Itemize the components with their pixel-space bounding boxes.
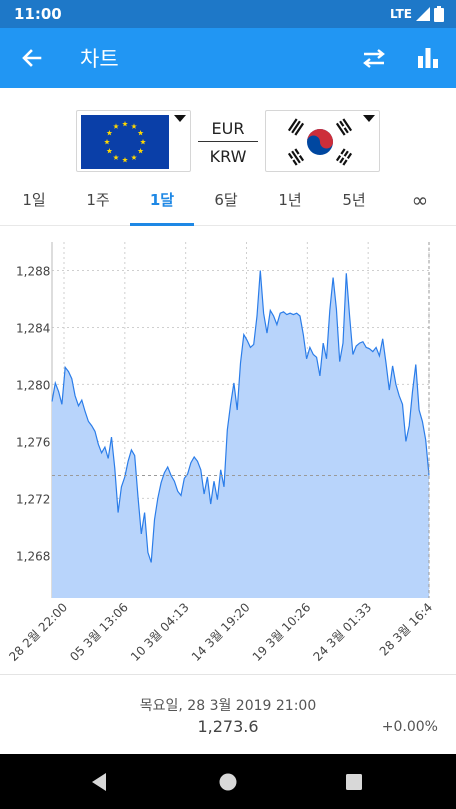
eu-star <box>106 130 113 136</box>
quote-currency-selector[interactable] <box>265 110 380 172</box>
y-tick-label: 1,288 <box>16 264 50 278</box>
eu-star <box>137 148 144 154</box>
currency-selector: EUR KRW <box>0 88 456 184</box>
x-tick-label: 14 3월 19:20 <box>189 600 253 664</box>
base-currency-code: EUR <box>211 119 245 138</box>
x-tick-label: 10 3월 04:13 <box>128 600 192 664</box>
x-tick-label: 28 2월 22:00 <box>6 600 70 664</box>
y-tick-label: 1,268 <box>16 549 50 563</box>
rate-change: +0.00% <box>381 719 438 735</box>
nav-back-icon[interactable] <box>88 770 112 794</box>
kr-flag-icon <box>280 115 360 169</box>
status-time: 11:00 <box>14 5 62 23</box>
active-tab-indicator <box>130 223 194 226</box>
status-icons: LTE <box>390 6 444 22</box>
eu-star <box>122 121 128 127</box>
x-tick-label: 19 3월 10:26 <box>250 600 314 664</box>
tab-5-years[interactable]: 5년 <box>342 191 366 209</box>
quote-currency-code: KRW <box>209 147 247 166</box>
tab-1-month[interactable]: 1달 <box>149 191 175 209</box>
bar-chart-icon[interactable] <box>412 42 444 74</box>
x-tick-label: 05 3월 13:06 <box>67 600 131 664</box>
tab-6-months[interactable]: 6달 <box>214 191 238 209</box>
eu-flag-icon <box>81 115 169 169</box>
chevron-down-icon <box>363 115 375 122</box>
page-title: 차트 <box>80 47 119 71</box>
chevron-down-icon <box>174 115 186 122</box>
y-tick-label: 1,284 <box>16 321 50 335</box>
eu-star <box>131 123 137 129</box>
system-nav-bar <box>0 754 456 809</box>
period-tabs: 1일 1주 1달 6달 1년 5년 ∞ <box>0 184 456 226</box>
rate-chart-svg: 1,268 1,272 1,276 1,280 1,284 1,288 28 2월 22:0… <box>6 242 435 664</box>
tab-1-week[interactable]: 1주 <box>86 191 110 209</box>
series-area <box>52 270 429 598</box>
swap-icon[interactable] <box>358 42 390 74</box>
nav-recents-icon[interactable] <box>342 770 366 794</box>
pair-divider <box>198 141 258 142</box>
battery-icon <box>434 6 444 22</box>
eu-star <box>131 154 137 161</box>
eu-star <box>137 130 144 136</box>
y-tick-label: 1,272 <box>16 492 50 506</box>
tab-all-time[interactable]: ∞ <box>411 188 429 212</box>
eu-star <box>122 157 128 163</box>
eu-star <box>113 154 119 161</box>
x-tick-label: 28 3월 16:4 <box>377 600 435 658</box>
base-currency-selector[interactable] <box>76 110 191 172</box>
y-tick-label: 1,276 <box>16 435 50 449</box>
x-tick-label: 24 3월 01:33 <box>311 600 375 664</box>
eu-star <box>140 139 146 145</box>
status-bar: 11:00 LTE <box>0 0 456 28</box>
selected-point-info: 목요일, 28 3월 2019 21:00 1,273.6 +0.00% <box>0 674 456 754</box>
tab-1-day[interactable]: 1일 <box>22 191 46 209</box>
app-bar: 차트 <box>0 28 456 88</box>
currency-pair: EUR KRW <box>198 119 258 166</box>
signal-icon <box>416 7 430 21</box>
tab-1-year[interactable]: 1년 <box>278 191 302 209</box>
back-arrow-icon[interactable] <box>16 42 48 74</box>
selected-date: 목요일, 28 3월 2019 21:00 <box>139 698 317 714</box>
series-line <box>51 270 430 563</box>
rate-chart[interactable]: 1,268 1,272 1,276 1,280 1,284 1,288 28 2월 22:0… <box>0 226 456 674</box>
selected-rate: 1,273.6 <box>197 717 259 736</box>
eu-star <box>104 139 110 145</box>
nav-home-icon[interactable] <box>216 770 240 794</box>
y-tick-label: 1,280 <box>16 378 50 392</box>
eu-star <box>113 123 119 129</box>
network-label: LTE <box>389 7 412 21</box>
eu-star <box>106 148 113 154</box>
